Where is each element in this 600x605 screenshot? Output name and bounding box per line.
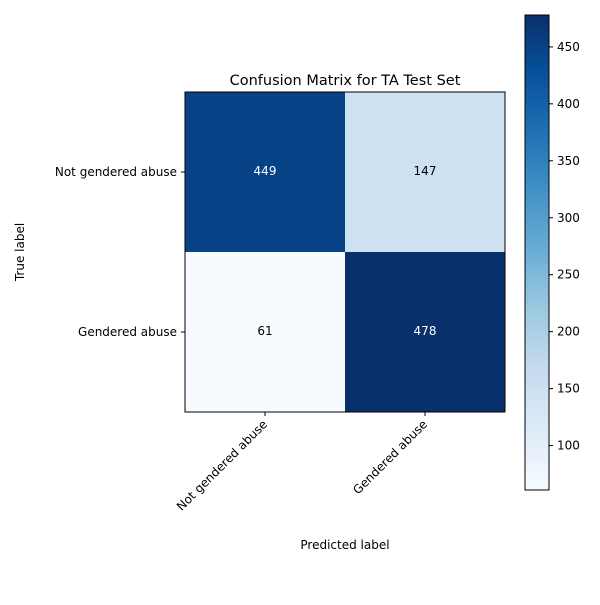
colorbar-tick-label: 150 (557, 382, 580, 396)
chart-title: Confusion Matrix for TA Test Set (230, 73, 461, 89)
x-axis-label: Predicted label (300, 538, 389, 552)
colorbar-tick-label: 350 (557, 154, 580, 168)
colorbar (524, 14, 550, 491)
heatmap-cells (185, 92, 505, 412)
colorbar-ticks: 100 150 200 250 300 350 400 450 (549, 40, 580, 453)
colorbar-tick-label: 250 (557, 268, 580, 282)
cell-value-label: 61 (257, 324, 272, 338)
colorbar-tick-label: 300 (557, 211, 580, 225)
cell-value-labels: 449 147 61 478 (254, 164, 437, 338)
heatmap-cell (345, 92, 505, 252)
heatmap-cell (345, 252, 505, 412)
y-tick-label: Not gendered abuse (55, 165, 177, 179)
colorbar-tick-label: 450 (557, 40, 580, 54)
cell-value-label: 478 (414, 324, 437, 338)
heatmap-frame (184, 91, 506, 413)
y-axis-label: True label (13, 223, 27, 282)
cell-value-label: 449 (254, 164, 277, 178)
colorbar-tick-label: 200 (557, 325, 580, 339)
heatmap-cell (185, 92, 345, 252)
heatmap-cell (185, 252, 345, 412)
y-axis-ticks: Not gendered abuse Gendered abuse (55, 165, 185, 339)
colorbar-tick-label: 100 (557, 439, 580, 453)
y-tick-label: Gendered abuse (78, 325, 177, 339)
cell-value-label: 147 (414, 164, 437, 178)
colorbar-tick-label: 400 (557, 97, 580, 111)
